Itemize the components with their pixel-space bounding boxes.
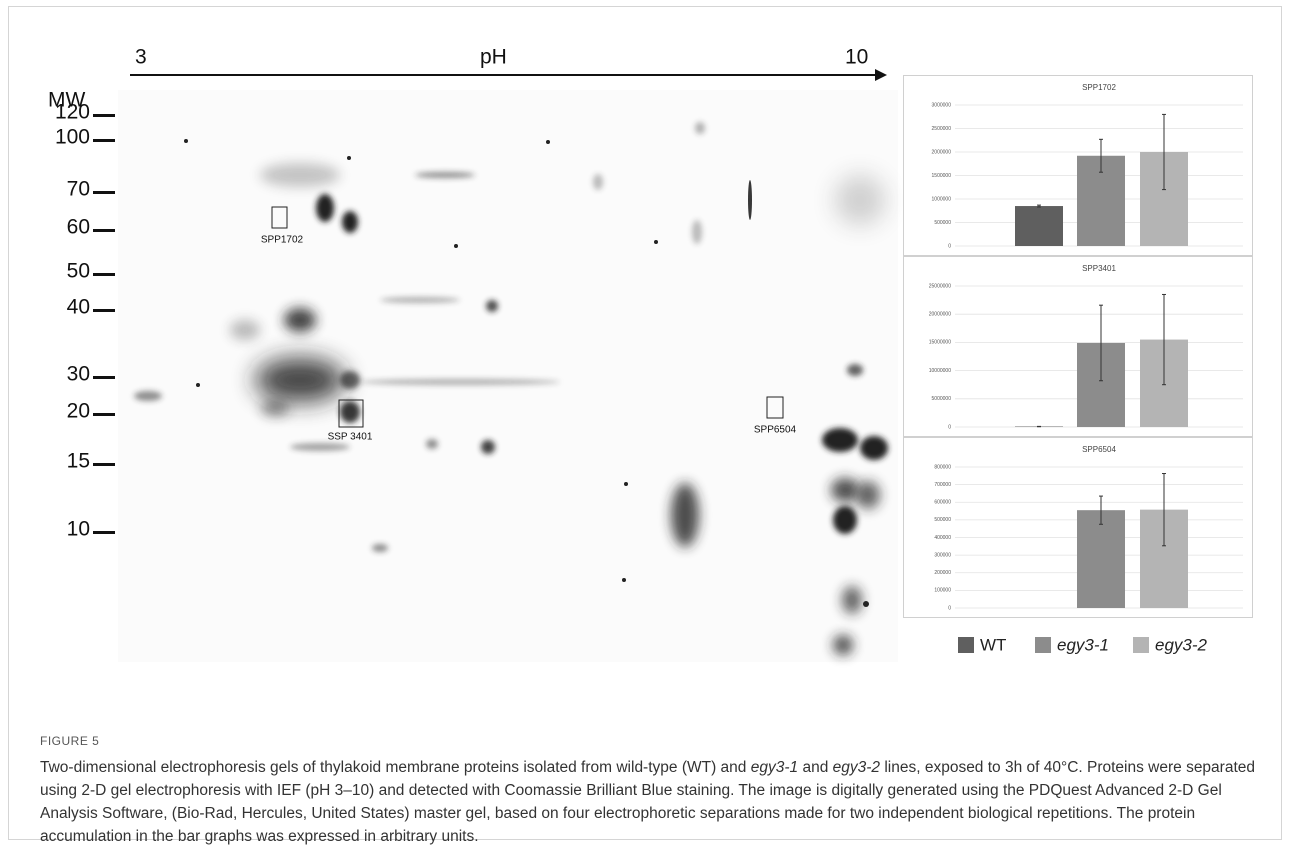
y-tick-label: 20000000 (929, 312, 951, 318)
bar-chart: SPP6504 0 100000 200000 300000 400000 500000 60… (903, 437, 1253, 618)
mw-dash (93, 309, 115, 312)
mw-label: 40 (67, 296, 90, 319)
chart-title: SPP6504 (1082, 445, 1116, 454)
gel-image (118, 69, 898, 662)
y-tick-label: 800000 (934, 464, 951, 470)
mw-label: 30 (67, 363, 90, 386)
mw-label: 120 (55, 101, 90, 124)
mw-dash (93, 463, 115, 466)
y-tick-label: 10000000 (929, 368, 951, 374)
spot-label: SPP1702 (261, 235, 304, 246)
caption-part: egy3-2 (832, 759, 881, 776)
chart-title: SPP3401 (1082, 264, 1116, 273)
y-tick-label: 2000000 (932, 149, 952, 155)
y-tick-label: 15000000 (929, 340, 951, 346)
error-bar (1162, 293, 1166, 386)
error-bar (1037, 204, 1041, 208)
bar-charts: SPP1702050000010000001500000200000025000… (903, 75, 1253, 618)
caption-part: and (798, 759, 833, 776)
y-tick-label: 300000 (934, 552, 951, 558)
caption-part: egy3-1 (750, 759, 799, 776)
y-tick-label: 400000 (934, 535, 951, 541)
bar (1077, 510, 1125, 608)
mw-label: 50 (67, 260, 90, 283)
y-tick-label: 500000 (934, 517, 951, 523)
y-tick-label: 0 (948, 424, 951, 430)
error-bar (1162, 473, 1166, 547)
y-tick-label: 3000000 (932, 102, 952, 108)
y-tick-label: 5000000 (932, 396, 952, 402)
spot-label: SPP6504 (754, 425, 797, 436)
ph-end: 10 (845, 46, 868, 69)
legend-swatch (1133, 637, 1149, 653)
spot-label: SSP 3401 (328, 432, 373, 443)
y-tick-label: 500000 (934, 220, 951, 226)
mw-dash (93, 531, 115, 534)
y-tick-label: 0 (948, 605, 951, 611)
y-tick-label: 700000 (934, 482, 951, 488)
legend-label: egy3-1 (1057, 635, 1109, 654)
mw-label: 15 (67, 450, 90, 473)
legend-label: WT (980, 635, 1006, 654)
y-tick-label: 100000 (934, 588, 951, 594)
y-tick-label: 25000000 (929, 283, 951, 289)
chart-title: SPP1702 (1082, 83, 1116, 92)
mw-label: 60 (67, 216, 90, 239)
mw-label: 20 (67, 400, 90, 423)
mw-dash (93, 114, 115, 117)
caption-part: Two-dimensional electrophoresis gels of … (40, 759, 751, 776)
figure-frame (8, 6, 1282, 840)
caption: FIGURE 5 Two-dimensional electrophoresis… (40, 734, 1270, 848)
y-tick-label: 1500000 (932, 173, 952, 179)
mw-label: 10 (67, 518, 90, 541)
legend-label: egy3-2 (1155, 635, 1208, 654)
mw-title: MW (48, 89, 85, 112)
bar-chart: SPP3401 0 5000000 10000000 15000000 20000000 2… (903, 256, 1253, 437)
mw-dash (93, 413, 115, 416)
bar-chart: SPP1702 0 500000 1000000 1500000 2000000 25000… (903, 75, 1253, 256)
mw-label: 70 (67, 178, 90, 201)
error-bar (1099, 304, 1103, 382)
ph-label: pH (480, 46, 507, 69)
caption-text: Two-dimensional electrophoresis gels of … (40, 756, 1270, 848)
legend-swatch (958, 637, 974, 653)
mw-dash (93, 229, 115, 232)
y-tick-label: 0 (948, 243, 951, 249)
error-bar (1162, 113, 1166, 191)
caption-part: lines, exposed to 3h of 40°C. Proteins w… (40, 759, 1256, 845)
bar (1015, 206, 1063, 246)
y-tick-label: 2500000 (932, 126, 952, 132)
y-tick-label: 600000 (934, 500, 951, 506)
legend-swatch (1035, 637, 1051, 653)
mw-dash (93, 376, 115, 379)
y-tick-label: 200000 (934, 570, 951, 576)
mw-label: 100 (55, 126, 90, 149)
mw-dash (93, 191, 115, 194)
legend: WT egy3-1 egy3-2 (958, 635, 1208, 654)
figure-label: FIGURE 5 (40, 734, 100, 748)
error-bar (1099, 495, 1103, 525)
mw-dash (93, 139, 115, 142)
mw-dash (93, 273, 115, 276)
error-bar (1099, 138, 1103, 173)
ph-start: 3 (135, 46, 147, 69)
y-tick-label: 1000000 (932, 196, 952, 202)
